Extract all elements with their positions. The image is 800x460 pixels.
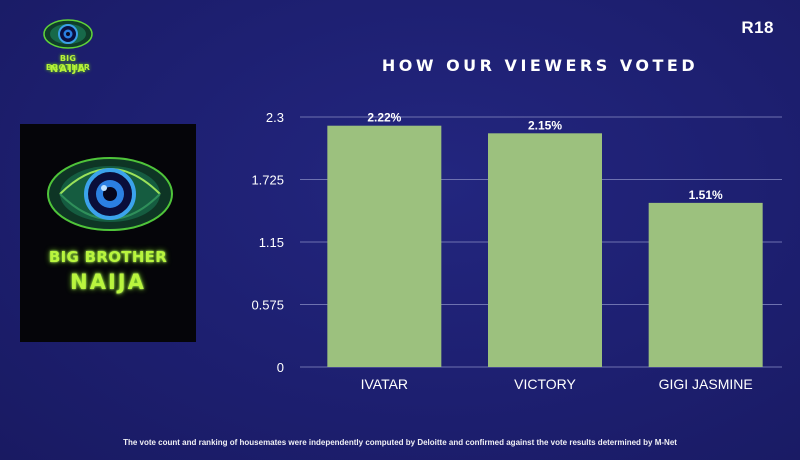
eye-icon — [43, 19, 93, 49]
y-tick-label: 1.15 — [259, 235, 284, 250]
data-label: 1.51% — [689, 188, 723, 202]
logo-small-line2: NAIJA — [49, 64, 87, 75]
logo-panel-line1: BIG BROTHER — [48, 248, 168, 266]
logo-panel-line2: NAIJA — [70, 270, 146, 294]
bar-gigi-jasmine — [648, 202, 763, 367]
y-tick-label: 0 — [277, 360, 284, 375]
chart-title: HOW OUR VIEWERS VOTED — [381, 56, 699, 75]
y-tick-label: 2.3 — [266, 110, 284, 125]
y-tick-label: 1.725 — [251, 173, 284, 188]
bar-victory — [488, 133, 602, 367]
age-rating-badge: R18 — [741, 18, 774, 37]
x-tick-label: IVATAR — [361, 376, 408, 392]
logo-small-line1: BIG BROTHER — [45, 54, 91, 72]
vote-bar-chart: 0 0.575 1.15 1.725 2.3 2.22% IVATAR 2.15% VICTOR… — [251, 110, 782, 392]
large-eye-icon — [47, 157, 173, 231]
x-tick-label: VICTORY — [514, 376, 576, 392]
data-label: 2.22% — [367, 111, 401, 125]
show-logo-panel: BIG BROTHER NAIJA — [20, 124, 196, 342]
data-label: 2.15% — [528, 118, 562, 132]
bar-ivatar — [327, 125, 442, 367]
show-logo-small: BIG BROTHER NAIJA — [38, 16, 98, 80]
x-tick-label: GIGI JASMINE — [659, 376, 753, 392]
y-tick-label: 0.575 — [251, 298, 284, 313]
footer-disclaimer: The vote count and ranking of housemates… — [123, 438, 677, 447]
